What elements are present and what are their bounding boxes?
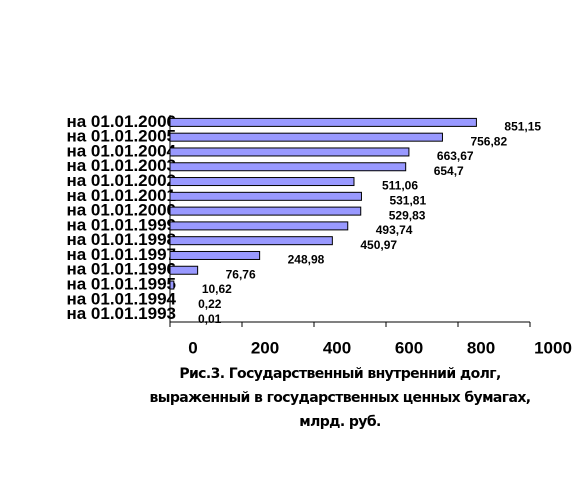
value-label: 756,82 bbox=[470, 134, 507, 148]
category-label: на 01.01.1997 bbox=[66, 245, 176, 264]
value-label: 248,98 bbox=[288, 253, 325, 267]
bar bbox=[169, 265, 199, 275]
value-label: 0,01 bbox=[198, 312, 222, 326]
value-label: 531,81 bbox=[389, 193, 426, 207]
bar bbox=[169, 117, 477, 127]
bar bbox=[169, 162, 407, 172]
category-label: на 01.01.2000 bbox=[66, 201, 176, 220]
value-label: 76,76 bbox=[226, 267, 256, 281]
bar bbox=[169, 250, 261, 260]
category-label: на 01.01.2006 bbox=[66, 112, 176, 131]
category-label: на 01.01.1993 bbox=[66, 304, 176, 323]
category-label: на 01.01.1999 bbox=[66, 215, 176, 234]
bar bbox=[169, 236, 333, 246]
x-tick-label: 0 bbox=[188, 338, 197, 357]
bar bbox=[169, 206, 362, 216]
x-tick-label: 200 bbox=[251, 338, 279, 357]
bar bbox=[169, 221, 349, 231]
x-tick-label: 400 bbox=[323, 338, 351, 357]
category-label: на 01.01.2003 bbox=[66, 156, 176, 175]
category-label: на 01.01.1996 bbox=[66, 260, 176, 279]
value-label: 851,15 bbox=[504, 120, 541, 134]
value-label: 529,83 bbox=[389, 208, 426, 222]
x-tick-label: 1000 bbox=[534, 338, 572, 357]
bar bbox=[169, 177, 355, 187]
bar bbox=[169, 132, 443, 142]
caption: млрд. руб. bbox=[299, 414, 380, 430]
category-label: на 01.01.2001 bbox=[66, 186, 176, 205]
value-label: 450,97 bbox=[360, 238, 397, 252]
caption: Рис.3. Государственный внутренний долг, bbox=[179, 366, 500, 382]
x-tick-label: 800 bbox=[467, 338, 495, 357]
caption: выраженный в государственных ценных бума… bbox=[150, 390, 531, 406]
value-label: 654,7 bbox=[434, 164, 464, 178]
bar bbox=[169, 191, 362, 201]
value-label: 10,62 bbox=[202, 282, 232, 296]
category-label: на 01.01.2004 bbox=[66, 141, 176, 160]
category-label: на 01.01.2002 bbox=[66, 171, 176, 190]
category-label: на 01.01.1994 bbox=[66, 289, 176, 308]
bar bbox=[169, 280, 175, 290]
bar bbox=[169, 147, 410, 157]
value-label: 493,74 bbox=[376, 223, 413, 237]
category-label: на 01.01.2005 bbox=[66, 127, 176, 146]
value-label: 511,06 bbox=[382, 179, 418, 193]
value-label: 663,67 bbox=[437, 149, 474, 163]
value-label: 0,22 bbox=[198, 297, 222, 311]
category-label: на 01.01.1995 bbox=[66, 275, 176, 294]
category-label: на 01.01.1998 bbox=[66, 230, 176, 249]
x-tick-label: 600 bbox=[395, 338, 423, 357]
